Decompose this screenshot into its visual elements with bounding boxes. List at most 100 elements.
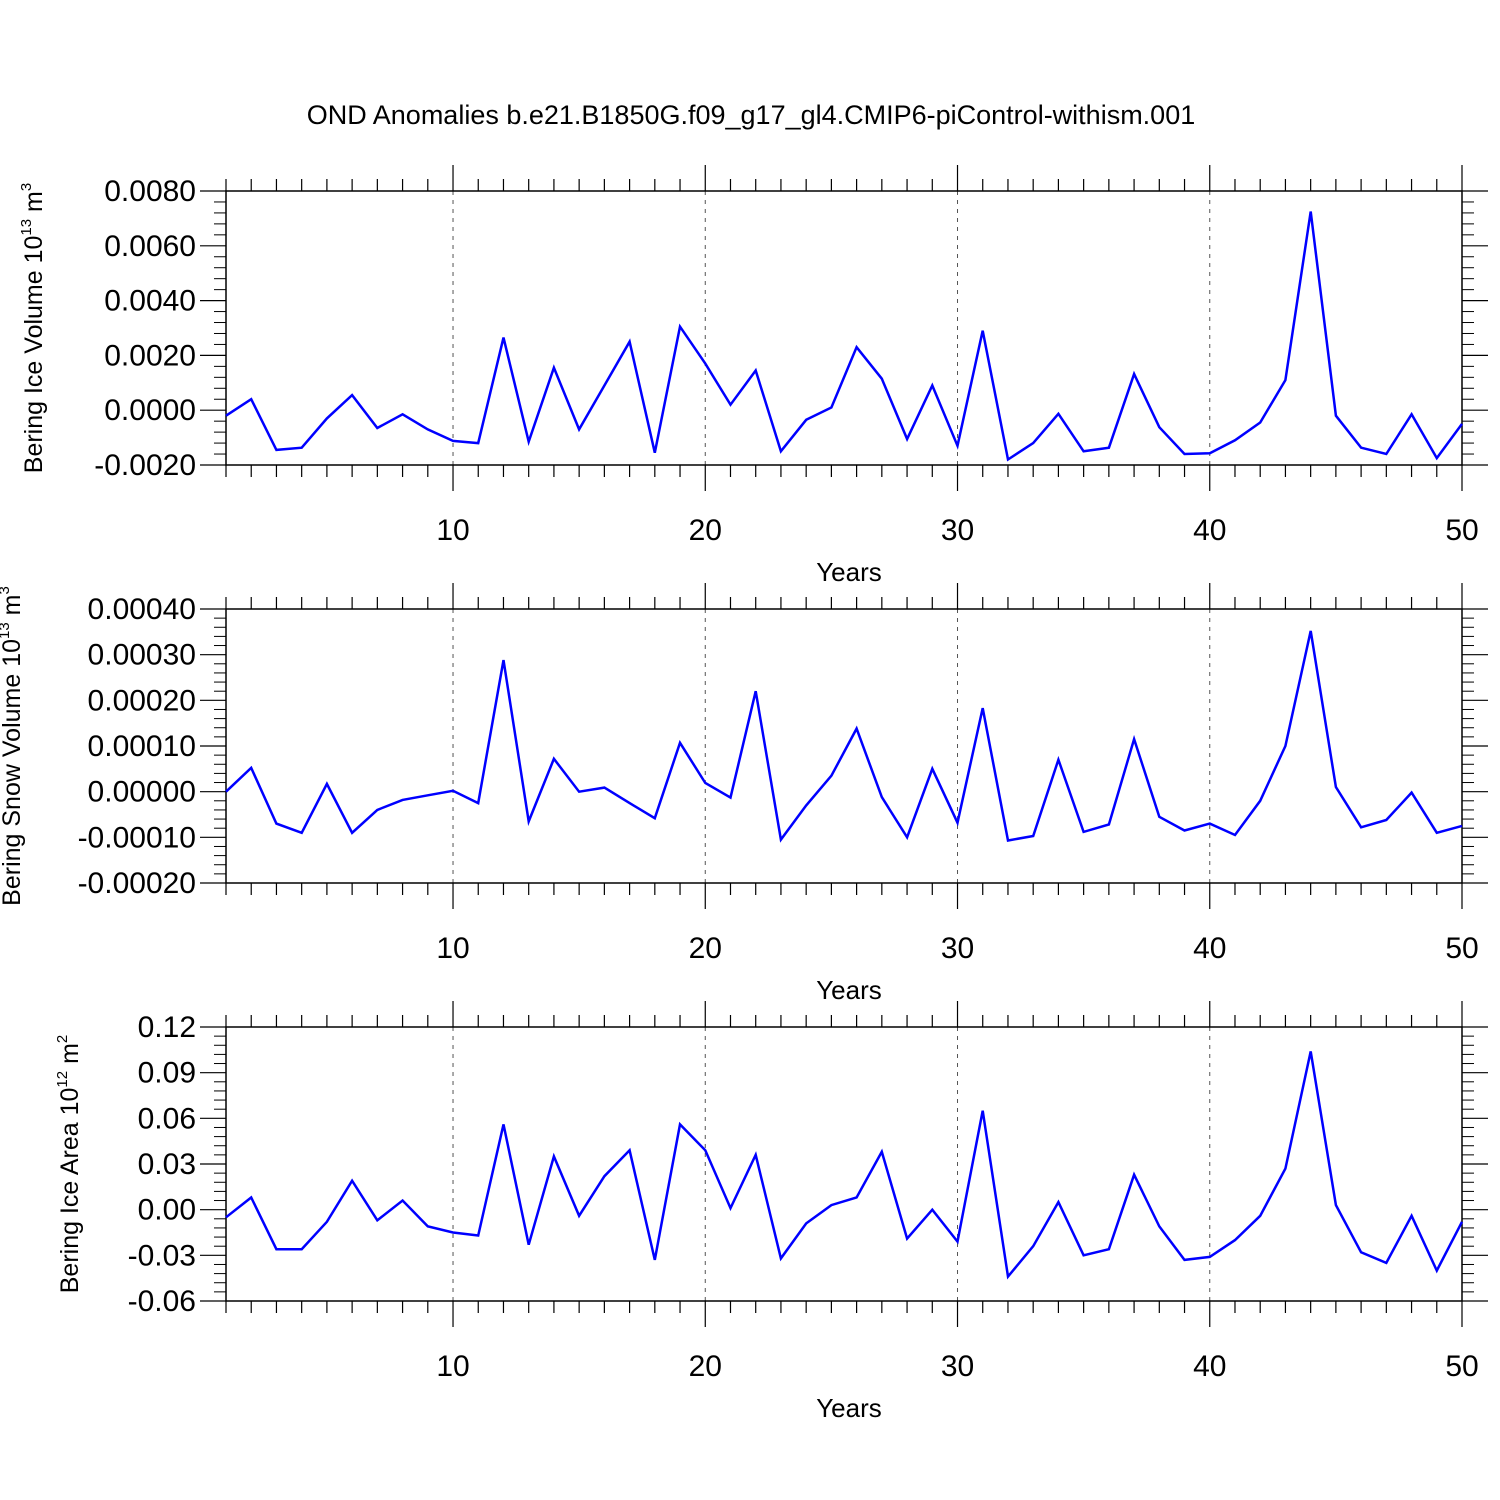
data-point <box>1133 373 1135 375</box>
data-point <box>830 1204 832 1206</box>
y-tick-label: -0.00010 <box>78 821 196 854</box>
data-point <box>704 363 706 365</box>
plot-frame <box>225 608 1463 884</box>
data-point <box>553 758 555 760</box>
data-point <box>957 445 959 447</box>
y-tick-label: 0.00040 <box>88 593 196 626</box>
data-point <box>1360 1251 1362 1253</box>
x-tick-label: 20 <box>689 1350 722 1383</box>
data-point <box>1108 824 1110 826</box>
y-tick-label: 0.00 <box>138 1194 196 1227</box>
y-axis-title: Bering Ice Area 1012 m2 <box>54 1035 84 1294</box>
data-point <box>603 1175 605 1177</box>
data-point <box>856 346 858 348</box>
plot-frame <box>225 190 1463 466</box>
chart-panel-3: -0.06 -0.03 0.00 0.03 0.06 0.09 0.12 10 20 30 40 50… <box>54 1001 1488 1423</box>
data-point <box>679 1123 681 1125</box>
y-axis-title: Bering Snow Volume 1013 m3 <box>0 586 26 906</box>
y-tick-label: 0.09 <box>138 1057 196 1090</box>
data-point <box>1158 816 1160 818</box>
data-point <box>1184 829 1186 831</box>
data-point <box>1083 1254 1085 1256</box>
data-point <box>982 707 984 709</box>
data-point <box>881 1151 883 1153</box>
x-tick-label: 50 <box>1445 514 1478 547</box>
data-point <box>1259 800 1261 802</box>
data-point <box>755 369 757 371</box>
data-point <box>603 385 605 387</box>
data-point <box>729 404 731 406</box>
data-point <box>780 839 782 841</box>
data-point <box>881 796 883 798</box>
data-point <box>301 447 303 449</box>
data-point <box>1234 439 1236 441</box>
data-point <box>654 1259 656 1261</box>
data-point <box>805 804 807 806</box>
x-axis-title: Years <box>816 557 882 587</box>
data-point <box>1461 1221 1463 1223</box>
x-tick-label: 20 <box>689 514 722 547</box>
data-point <box>1057 1201 1059 1203</box>
data-point <box>1335 786 1337 788</box>
data-point <box>275 823 277 825</box>
data-point <box>351 394 353 396</box>
data-point <box>1007 459 1009 461</box>
data-point <box>881 378 883 380</box>
data-point <box>755 1154 757 1156</box>
data-point <box>427 794 429 796</box>
data-point <box>427 428 429 430</box>
data-point <box>402 1200 404 1202</box>
data-point <box>1411 413 1413 415</box>
data-point <box>250 398 252 400</box>
data-point <box>1284 379 1286 381</box>
data-point <box>351 832 353 834</box>
data-point <box>654 817 656 819</box>
data-point <box>1234 834 1236 836</box>
data-point <box>452 440 454 442</box>
data-point <box>225 415 227 417</box>
data-point <box>679 326 681 328</box>
x-tick-label: 40 <box>1193 1350 1226 1383</box>
data-point <box>1108 447 1110 449</box>
data-point <box>1284 1168 1286 1170</box>
data-point <box>326 417 328 419</box>
data-point <box>528 820 530 822</box>
y-tick-label: 0.0060 <box>104 230 196 263</box>
series-line <box>225 211 1464 462</box>
data-point <box>931 385 933 387</box>
data-point <box>1310 630 1312 632</box>
data-point <box>477 442 479 444</box>
data-point <box>502 659 504 661</box>
data-point <box>1209 823 1211 825</box>
data-point <box>830 406 832 408</box>
data-point <box>1234 1239 1236 1241</box>
x-tick-label: 50 <box>1445 932 1478 965</box>
data-point <box>1108 1248 1110 1250</box>
data-point <box>982 1110 984 1112</box>
data-point <box>1158 1225 1160 1227</box>
data-point <box>1436 457 1438 459</box>
data-point <box>906 1238 908 1240</box>
data-point <box>1007 1276 1009 1278</box>
data-point <box>856 728 858 730</box>
data-point <box>629 1149 631 1151</box>
data-point <box>906 836 908 838</box>
data-point <box>376 809 378 811</box>
data-point <box>1032 835 1034 837</box>
x-tick-label: 50 <box>1445 1350 1478 1383</box>
data-point <box>1259 422 1261 424</box>
data-point <box>805 1222 807 1224</box>
data-point <box>1360 447 1362 449</box>
data-point <box>679 742 681 744</box>
data-point <box>250 767 252 769</box>
data-point <box>957 1241 959 1243</box>
data-point <box>1411 792 1413 794</box>
data-point <box>755 690 757 692</box>
y-tick-label: 0.12 <box>138 1011 196 1044</box>
data-point <box>427 1225 429 1227</box>
data-point <box>301 832 303 834</box>
data-point <box>1133 1174 1135 1176</box>
y-tick-label: -0.03 <box>128 1239 196 1272</box>
data-point <box>250 1196 252 1198</box>
data-point <box>553 1155 555 1157</box>
